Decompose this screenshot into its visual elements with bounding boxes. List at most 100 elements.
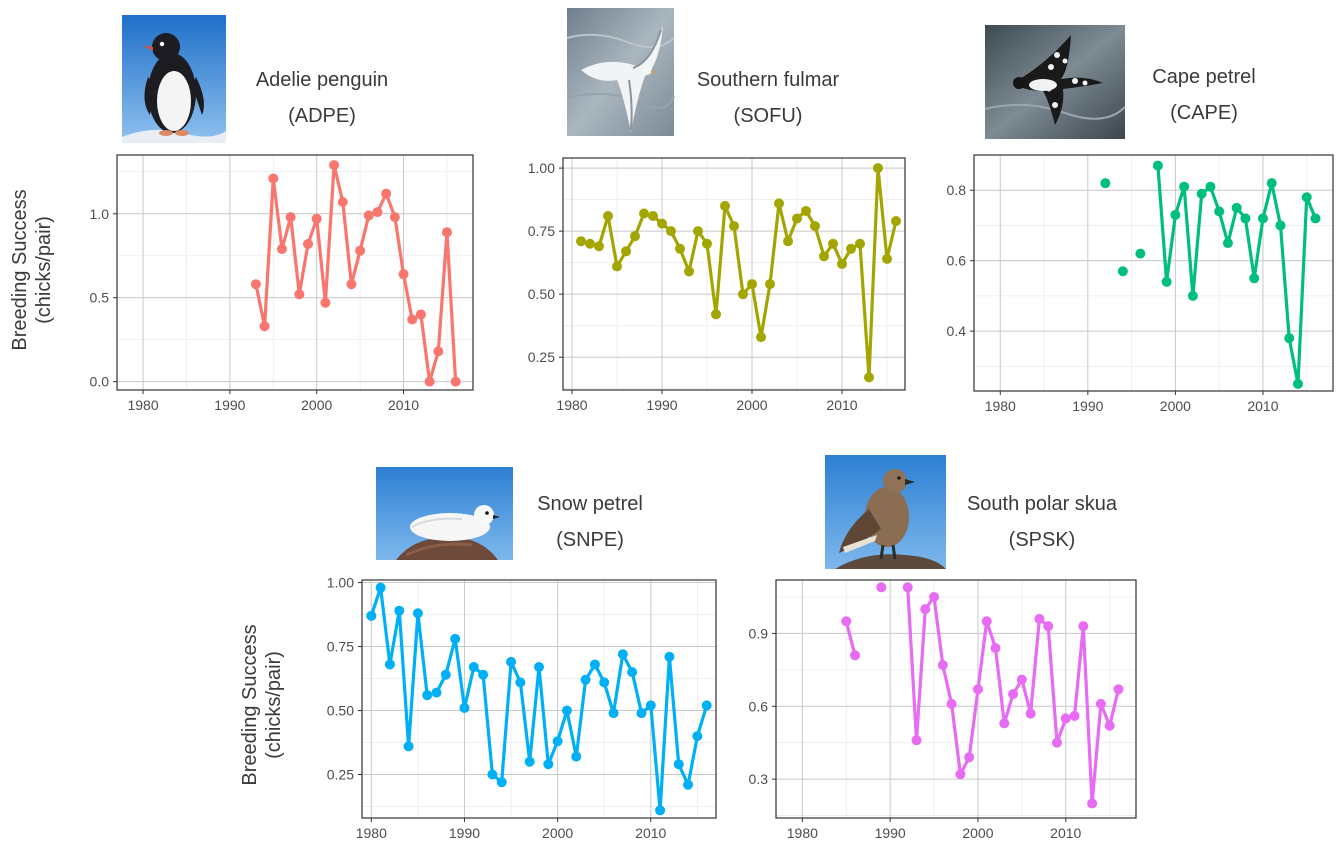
data-point <box>1266 178 1277 189</box>
data-point <box>729 221 739 232</box>
data-point <box>902 582 913 593</box>
data-point <box>285 212 296 223</box>
x-tick-label: 1990 <box>875 825 906 841</box>
data-point <box>1078 621 1089 632</box>
y-axis-title-top: Breeding Success (chicks/pair) <box>9 189 55 350</box>
x-tick-label: 1980 <box>787 825 818 841</box>
data-point <box>329 160 340 171</box>
plot-background <box>776 580 1136 818</box>
data-point <box>1152 160 1163 171</box>
data-point <box>911 735 922 746</box>
data-point <box>1301 192 1312 203</box>
y-axis-title-bottom: Breeding Success (chicks/pair) <box>239 624 285 785</box>
data-point <box>1179 181 1190 192</box>
data-point <box>589 659 600 670</box>
data-point <box>946 698 957 709</box>
data-point <box>372 207 383 218</box>
data-point <box>1135 248 1146 259</box>
data-point <box>1187 290 1198 301</box>
x-tick-label: 2000 <box>962 825 993 841</box>
data-point <box>855 238 865 249</box>
plot-background <box>563 158 905 390</box>
data-point <box>828 238 838 249</box>
data-point <box>599 677 610 688</box>
data-point <box>1060 713 1071 724</box>
x-tick-label: 2000 <box>736 397 767 413</box>
data-point <box>366 610 377 621</box>
y-axis-title-line2: (chicks/pair) <box>263 651 285 759</box>
x-tick-label: 1980 <box>985 398 1016 414</box>
species-code-adpe: (ADPE) <box>288 105 356 127</box>
data-point <box>630 231 640 242</box>
panel-adpe: 1980 1990 2000 2010 0.0 0.5 1.0 <box>90 154 474 413</box>
data-point <box>1087 798 1098 809</box>
data-point <box>459 702 470 713</box>
data-point <box>478 669 489 680</box>
x-tick-label: 2010 <box>1247 398 1278 414</box>
species-name-snpe: Snow petrel <box>537 493 643 515</box>
data-point <box>1113 684 1124 695</box>
data-point <box>561 705 572 716</box>
data-point <box>738 289 748 300</box>
y-tick-label: 0.25 <box>528 349 555 365</box>
data-point <box>441 227 452 238</box>
x-tick-label: 1990 <box>1072 398 1103 414</box>
data-point <box>1275 220 1286 231</box>
data-point <box>506 656 517 667</box>
data-point <box>920 604 931 615</box>
species-code-spsk: (SPSK) <box>1009 529 1076 551</box>
data-point <box>294 289 305 300</box>
data-point <box>673 759 684 770</box>
data-point <box>1284 333 1295 344</box>
data-point <box>1231 202 1242 213</box>
data-point <box>666 226 676 237</box>
y-axis-title-line2: (chicks/pair) <box>33 216 55 324</box>
data-point <box>617 649 628 660</box>
y-tick-label: 0.50 <box>327 703 354 719</box>
data-point <box>496 777 507 788</box>
y-tick-label: 0.25 <box>327 766 354 782</box>
data-point <box>701 700 712 711</box>
data-point <box>955 769 966 780</box>
data-point <box>1095 698 1106 709</box>
species-code-snpe: (SNPE) <box>556 529 624 551</box>
data-point <box>873 163 883 174</box>
data-point <box>999 718 1010 729</box>
data-point <box>303 238 314 249</box>
data-point <box>1310 213 1321 224</box>
data-point <box>337 197 348 207</box>
southern-fulmar-photo <box>566 8 675 136</box>
data-point <box>648 211 658 221</box>
data-point <box>1196 188 1207 199</box>
x-tick-label: 1980 <box>127 397 158 413</box>
y-axis-title-line1: Breeding Success <box>239 624 261 785</box>
data-point <box>1257 213 1268 224</box>
data-point <box>765 279 775 290</box>
data-point <box>774 198 784 209</box>
data-point <box>468 662 479 673</box>
data-point <box>864 372 874 383</box>
data-point <box>450 633 461 644</box>
data-point <box>1034 613 1045 624</box>
data-point <box>846 243 856 254</box>
data-point <box>403 741 414 752</box>
data-point <box>1069 711 1080 721</box>
data-point <box>450 376 461 387</box>
data-point <box>1249 273 1260 284</box>
x-tick-label: 1980 <box>356 825 387 841</box>
data-point <box>415 309 426 320</box>
data-point <box>552 736 563 747</box>
y-tick-label: 0.6 <box>749 698 769 714</box>
data-point <box>783 236 793 247</box>
x-tick-label: 1990 <box>646 397 677 413</box>
panel-border <box>116 154 474 391</box>
data-point <box>810 221 820 232</box>
x-tick-label: 2010 <box>635 825 666 841</box>
y-tick-label: 1.0 <box>90 206 110 222</box>
data-point <box>636 708 647 719</box>
panel-border <box>361 579 717 819</box>
x-tick-label: 2000 <box>1160 398 1191 414</box>
data-point <box>1025 708 1036 719</box>
x-tick-label: 1990 <box>214 397 245 413</box>
data-point <box>657 218 667 229</box>
